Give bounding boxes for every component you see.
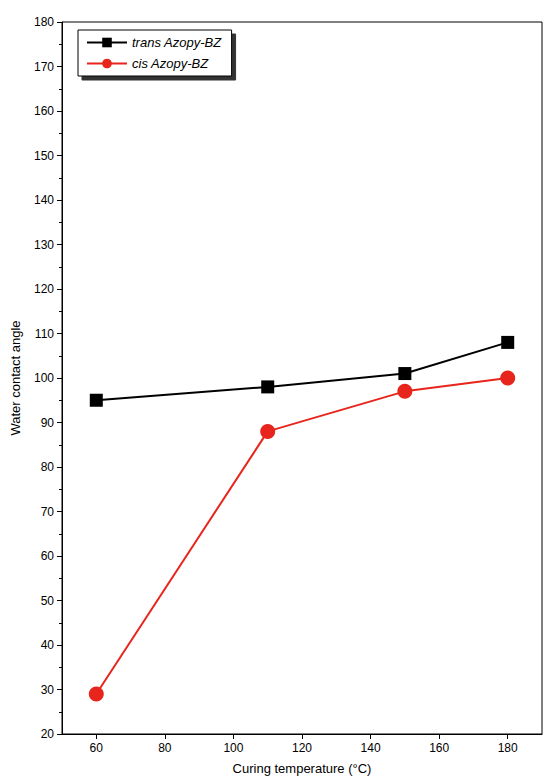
svg-text:trans Azopy-BZ: trans Azopy-BZ (132, 35, 222, 50)
svg-text:30: 30 (41, 683, 55, 697)
svg-text:140: 140 (34, 193, 54, 207)
svg-text:60: 60 (90, 741, 104, 755)
svg-text:120: 120 (34, 282, 54, 296)
svg-text:180: 180 (34, 15, 54, 29)
svg-text:cis Azopy-BZ: cis Azopy-BZ (132, 56, 209, 71)
svg-text:60: 60 (41, 549, 55, 563)
svg-text:90: 90 (41, 416, 55, 430)
svg-text:80: 80 (41, 460, 55, 474)
svg-text:150: 150 (34, 149, 54, 163)
svg-text:80: 80 (158, 741, 172, 755)
svg-text:20: 20 (41, 727, 55, 741)
svg-text:Curing temperature (°C): Curing temperature (°C) (233, 761, 372, 776)
svg-text:160: 160 (34, 104, 54, 118)
svg-text:40: 40 (41, 638, 55, 652)
svg-text:180: 180 (498, 741, 518, 755)
svg-text:140: 140 (361, 741, 381, 755)
svg-text:170: 170 (34, 60, 54, 74)
svg-text:Water contact angle: Water contact angle (8, 320, 23, 435)
svg-text:160: 160 (429, 741, 449, 755)
svg-text:50: 50 (41, 594, 55, 608)
svg-text:110: 110 (35, 327, 54, 341)
svg-text:130: 130 (34, 238, 54, 252)
svg-text:100: 100 (223, 741, 243, 755)
svg-text:100: 100 (34, 371, 54, 385)
svg-text:70: 70 (41, 505, 55, 519)
svg-text:120: 120 (292, 741, 312, 755)
